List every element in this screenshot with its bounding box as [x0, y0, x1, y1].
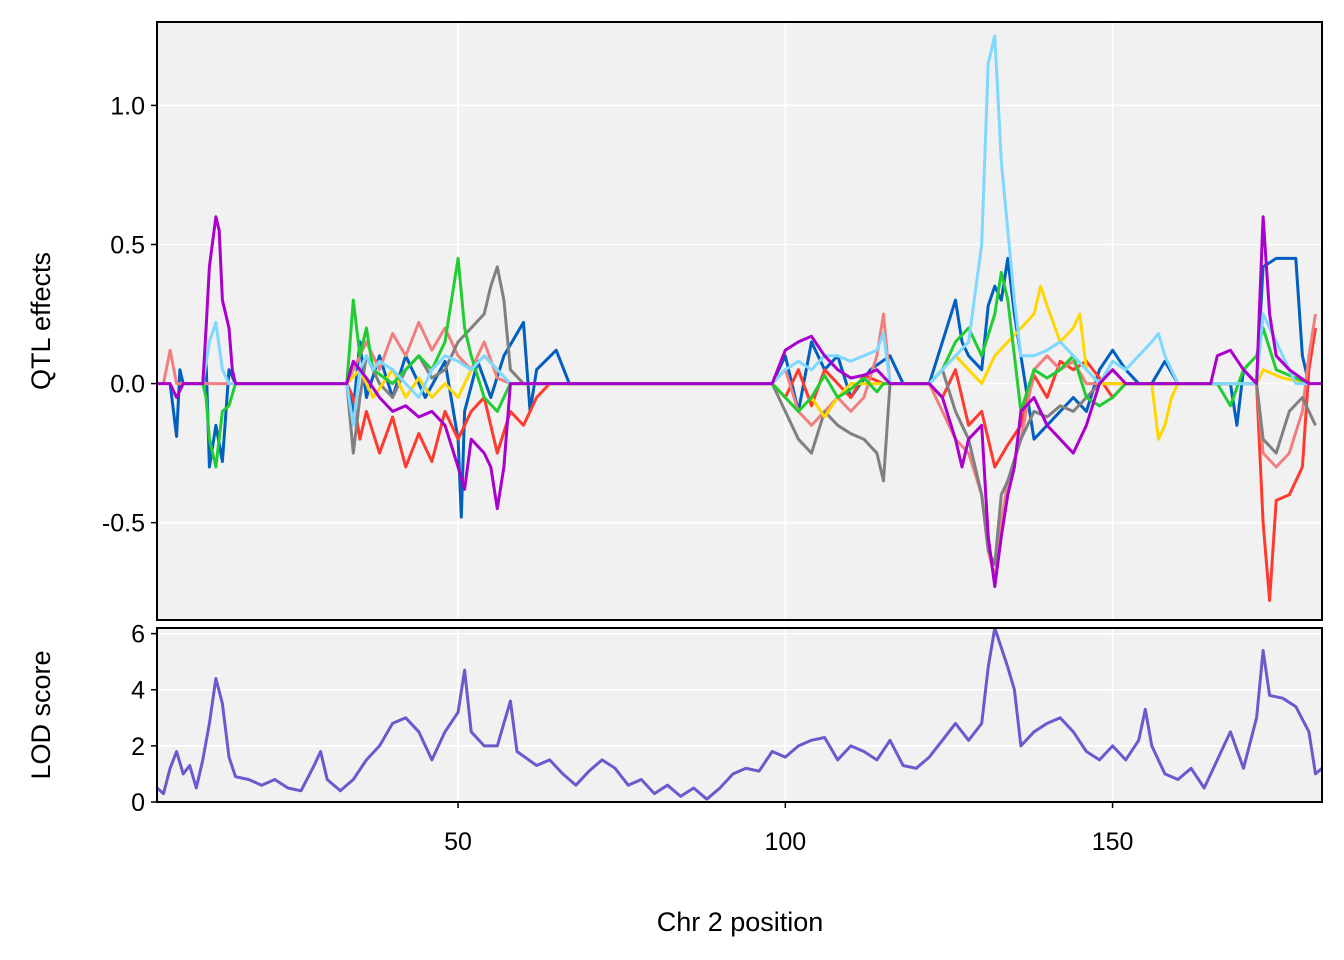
effects-y-tick-label: 1.0	[110, 92, 145, 120]
lod-plot-border	[156, 627, 1323, 803]
effects-plot-border	[156, 21, 1323, 621]
lod-y-tick-label: 6	[131, 621, 145, 649]
x-tick-label: 100	[764, 828, 806, 856]
effects-series-line	[162, 312, 1317, 580]
lod-y-ticks: 6 4 2 0	[131, 621, 157, 817]
effects-series-line	[345, 265, 1317, 566]
effects-y-tick-label: 0.5	[110, 232, 145, 260]
lod-y-tick-label: 2	[131, 733, 145, 761]
lod-y-tick-label: 0	[131, 789, 145, 817]
x-tick-label: 50	[444, 828, 472, 856]
lod-y-axis-label: LOD score	[26, 650, 56, 779]
x-axis-label: Chr 2 position	[657, 907, 824, 937]
effects-y-tick-label: 0.0	[110, 371, 145, 399]
lod-plot-background	[157, 628, 1322, 802]
effects-series	[157, 34, 1322, 602]
effects-series-line	[157, 215, 1322, 589]
effects-series-line	[201, 34, 1309, 427]
lod-series-line	[157, 628, 1322, 801]
effects-panel: 1.0 0.5 0.0 -0.5 QTL effects	[26, 21, 1323, 621]
lod-panel: 6 4 2 0 50 100 150 LOD score Chr 2 position	[26, 621, 1323, 937]
x-tick-label: 150	[1092, 828, 1134, 856]
lod-y-tick-label: 4	[131, 677, 145, 705]
effects-y-axis-label: QTL effects	[26, 252, 56, 390]
effects-y-ticks: 1.0 0.5 0.0 -0.5	[102, 92, 157, 538]
lod-series	[157, 628, 1322, 801]
effects-y-tick-label: -0.5	[102, 510, 145, 538]
lod-x-ticks: 50 100 150	[444, 802, 1133, 856]
effects-plot-background	[157, 22, 1322, 620]
